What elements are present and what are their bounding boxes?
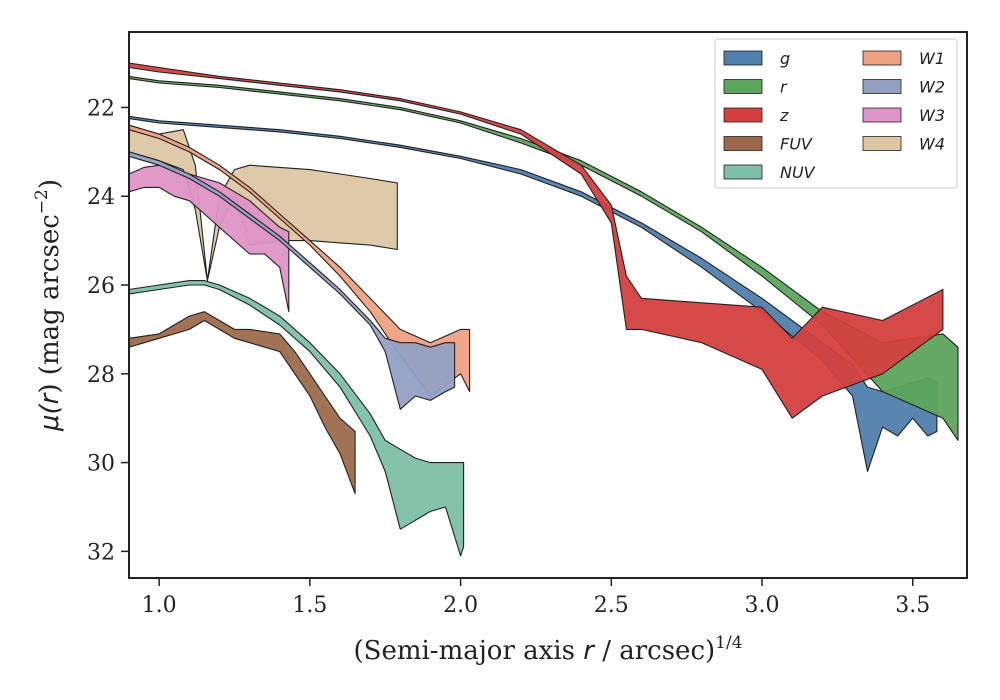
legend-swatch-w4: [862, 136, 902, 151]
legend-label-w3: W3: [919, 106, 945, 125]
y-tick-label: 24: [87, 185, 115, 210]
legend-label-w2: W2: [919, 78, 945, 97]
y-tick-label: 32: [87, 540, 115, 565]
x-axis: 1.0 1.5 2.0 2.5 3.0 3.5: [142, 578, 930, 618]
y-axis-title: μ(r) (mag arcsec−2): [32, 179, 65, 432]
x-axis-title: (Semi-major axis r / arcsec)1/4: [353, 633, 742, 666]
y-tick-label: 28: [87, 363, 115, 388]
legend-label-nuv: NUV: [780, 163, 816, 182]
legend-label-w1: W1: [919, 49, 945, 68]
y-axis: 22 24 26 28 30 32: [87, 96, 129, 565]
y-tick-label: 22: [87, 96, 115, 121]
legend-swatch-w2: [862, 79, 902, 94]
x-tick-label: 2.5: [594, 593, 629, 618]
legend-swatch-nuv: [723, 164, 763, 180]
legend-label-r: r: [780, 78, 788, 97]
legend-swatch-r: [723, 79, 763, 94]
plot-frame: [128, 31, 968, 579]
x-tick-label: 1.0: [142, 593, 177, 618]
x-tick-label: 3.0: [745, 593, 780, 618]
legend-swatch-g: [723, 50, 763, 66]
x-tick-label: 2.0: [443, 593, 478, 618]
legend-swatch-z: [723, 107, 763, 123]
legend-label-w4: W4: [919, 135, 945, 154]
legend-label-g: g: [780, 49, 790, 68]
series-area-w2: [128, 151, 456, 410]
legend-label-fuv: FUV: [780, 135, 813, 154]
x-tick-label: 1.5: [292, 593, 327, 618]
legend: grz FUV NUV W1 W2 W3 W4: [714, 38, 958, 189]
legend-swatch-w1: [862, 50, 902, 66]
legend-swatch-fuv: [723, 136, 763, 151]
legend-label-z: z: [779, 106, 789, 125]
x-tick-label: 3.5: [895, 593, 930, 618]
legend-swatch-w3: [862, 107, 902, 123]
series-area-w1: [128, 124, 471, 397]
series-layer: [128, 62, 959, 557]
series-area-z: [128, 62, 944, 419]
series-area-nuv: [128, 280, 465, 557]
series-area-fuv: [128, 311, 356, 495]
y-tick-label: 26: [87, 274, 115, 299]
y-tick-label: 30: [87, 452, 115, 477]
series-area-g: [128, 115, 938, 473]
